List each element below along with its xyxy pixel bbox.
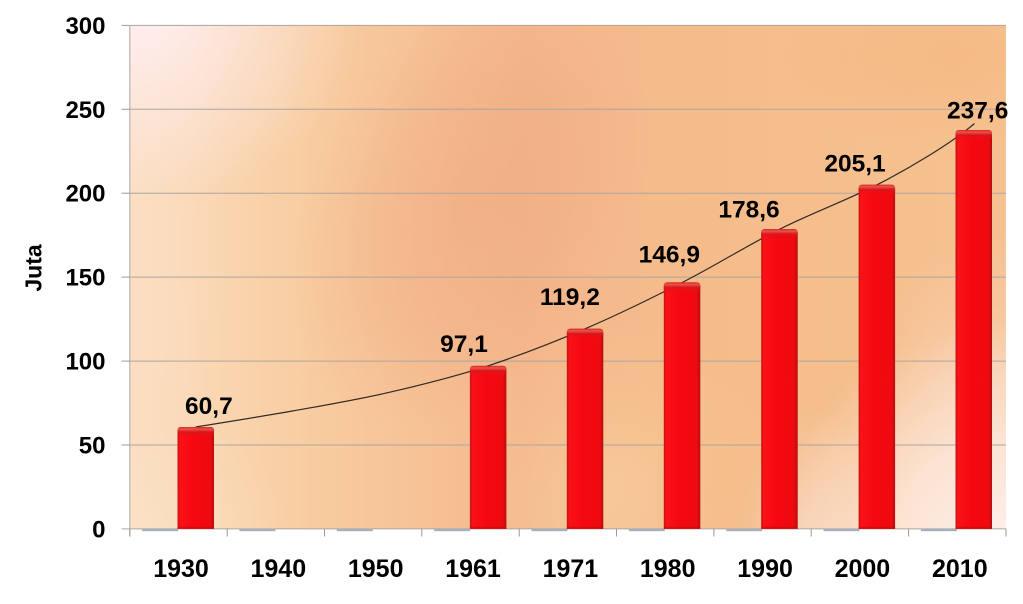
svg-text:1980: 1980	[640, 555, 696, 583]
svg-text:2010: 2010	[932, 555, 988, 583]
svg-text:178,6: 178,6	[718, 196, 779, 223]
svg-text:300: 300	[65, 13, 105, 40]
svg-text:1990: 1990	[737, 555, 793, 583]
svg-text:1930: 1930	[153, 555, 209, 583]
svg-text:119,2: 119,2	[540, 284, 600, 311]
svg-text:205,1: 205,1	[824, 151, 885, 178]
svg-text:146,9: 146,9	[639, 242, 700, 269]
svg-text:60,7: 60,7	[185, 393, 233, 420]
svg-text:150: 150	[65, 265, 105, 292]
svg-text:250: 250	[65, 97, 105, 124]
svg-text:Juta: Juta	[21, 244, 47, 292]
svg-text:97,1: 97,1	[440, 331, 488, 358]
svg-text:2000: 2000	[835, 555, 891, 583]
svg-text:1950: 1950	[348, 555, 404, 583]
svg-text:1971: 1971	[543, 555, 599, 583]
svg-text:1961: 1961	[445, 555, 501, 583]
svg-text:237,6: 237,6	[947, 97, 1008, 124]
svg-text:1940: 1940	[250, 555, 306, 583]
svg-text:0: 0	[92, 516, 105, 543]
svg-text:200: 200	[65, 181, 105, 208]
svg-text:100: 100	[65, 349, 105, 376]
svg-text:50: 50	[79, 433, 106, 460]
